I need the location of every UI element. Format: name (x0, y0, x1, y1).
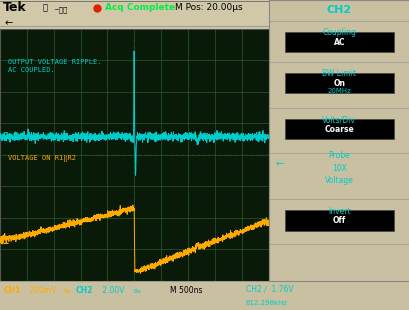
Text: VOLTAGE ON R1‖R2: VOLTAGE ON R1‖R2 (8, 154, 76, 162)
Text: Bw: Bw (133, 289, 141, 294)
Text: AC: AC (333, 38, 344, 46)
Text: CH2: CH2 (76, 286, 93, 295)
Text: BW Limit: BW Limit (321, 69, 355, 78)
Text: Voltage: Voltage (324, 176, 353, 185)
Text: Acq Complete: Acq Complete (104, 3, 174, 12)
Text: CH1: CH1 (4, 286, 21, 295)
Text: Bw: Bw (63, 289, 71, 294)
Text: 612.298kHz: 612.298kHz (245, 300, 287, 306)
FancyBboxPatch shape (284, 32, 393, 52)
Text: 2: 2 (2, 132, 8, 141)
Text: ←: ← (275, 159, 283, 169)
Text: Invert: Invert (327, 207, 350, 216)
Text: 10X: 10X (331, 164, 346, 173)
Text: 1: 1 (2, 237, 8, 246)
FancyBboxPatch shape (284, 119, 393, 140)
Text: On: On (333, 78, 344, 87)
Text: 200mV: 200mV (27, 286, 56, 295)
Text: ⏱: ⏱ (43, 3, 48, 12)
Text: Coupling: Coupling (321, 28, 355, 37)
Text: Volts/Div: Volts/Div (321, 116, 355, 125)
FancyBboxPatch shape (284, 73, 393, 93)
Text: Off: Off (332, 216, 345, 225)
Text: M Pos: 20.00μs: M Pos: 20.00μs (174, 3, 242, 12)
Text: 20MHz: 20MHz (327, 88, 350, 94)
Text: CH2: CH2 (326, 5, 351, 15)
Text: OUTPUT VOLTAGE RIPPLE.
AC COUPLED.: OUTPUT VOLTAGE RIPPLE. AC COUPLED. (8, 59, 101, 73)
Text: 2.00V: 2.00V (100, 286, 125, 295)
Text: ←: ← (4, 18, 12, 29)
Text: M 500ns: M 500ns (170, 286, 202, 295)
Text: Probe: Probe (328, 151, 349, 160)
Text: Tek: Tek (3, 2, 26, 15)
FancyBboxPatch shape (284, 210, 393, 231)
Text: CH2 ∕  1.76V: CH2 ∕ 1.76V (245, 284, 293, 293)
Text: Coarse: Coarse (324, 125, 353, 134)
Text: ~⎯⎯: ~⎯⎯ (54, 7, 68, 13)
